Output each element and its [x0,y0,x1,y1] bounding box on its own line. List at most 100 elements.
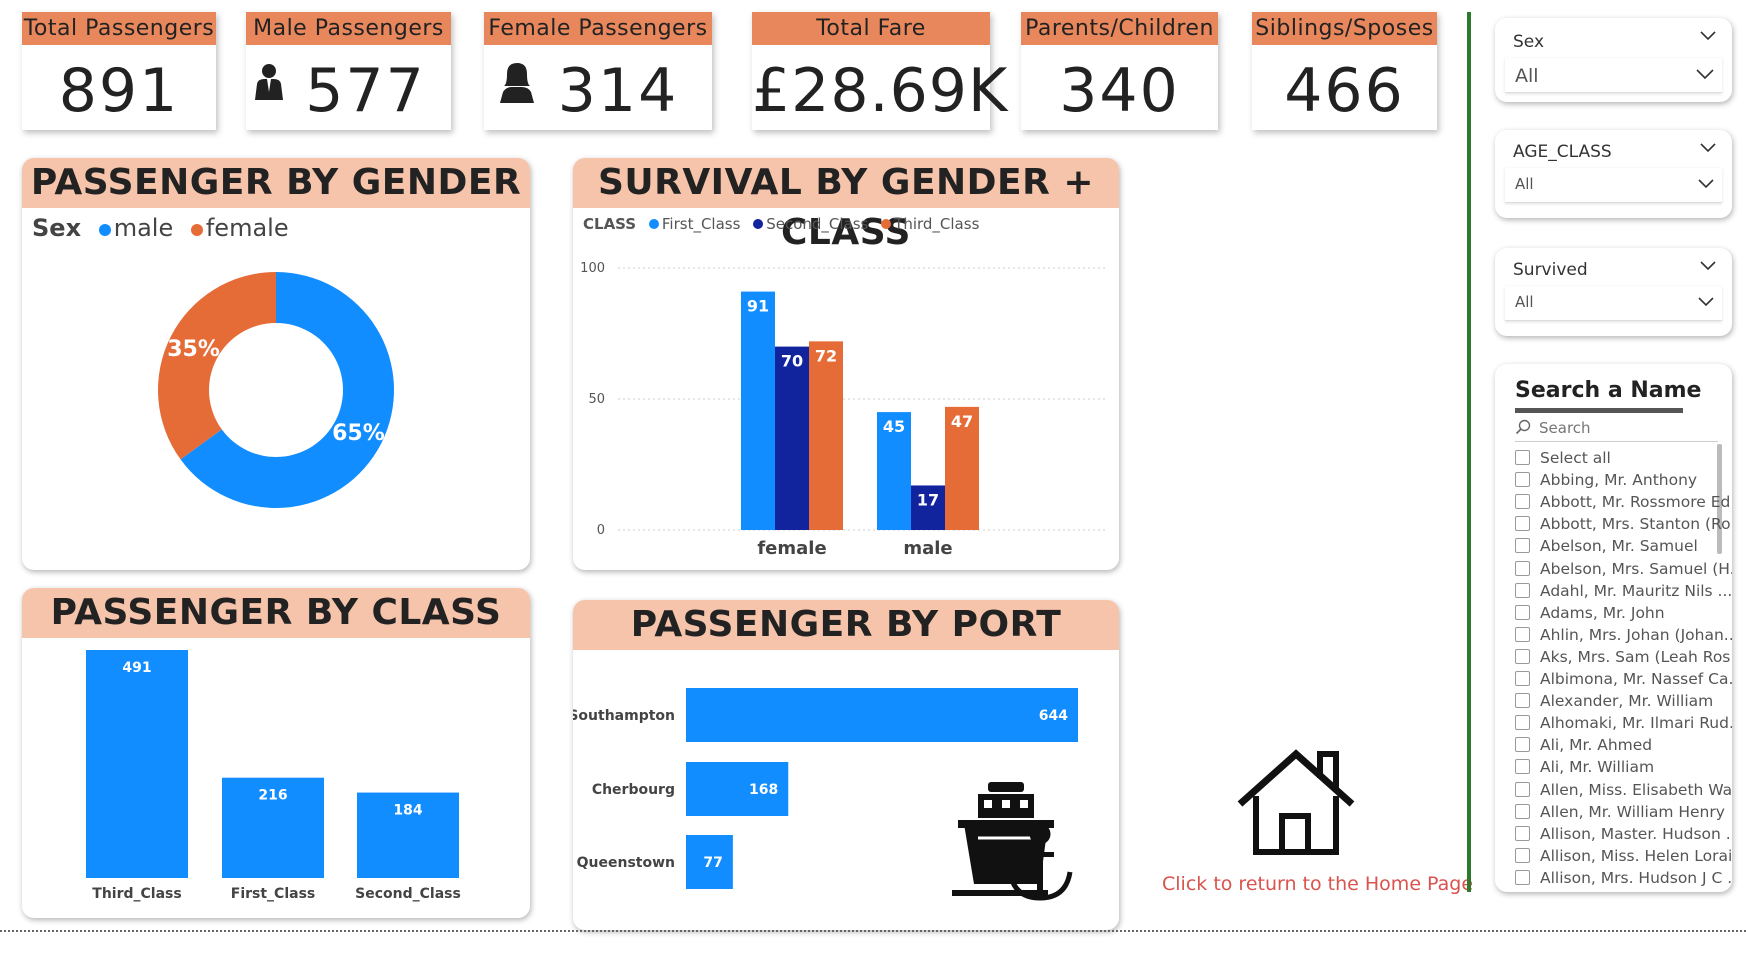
list-item-label: Ali, Mr. William [1540,758,1655,777]
checkbox[interactable] [1515,648,1530,664]
list-item[interactable]: Allen, Miss. Elisabeth Wal... [1515,781,1732,799]
list-item-label: Allison, Mrs. Hudson J C ... [1540,868,1732,887]
checkbox[interactable] [1515,604,1530,620]
list-item-label: Allen, Miss. Elisabeth Wal... [1540,780,1732,799]
list-item[interactable]: Allison, Miss. Helen Lorai... [1515,847,1732,865]
list-item-label: Adams, Mr. John [1540,603,1665,622]
legend-dot-female [190,224,203,236]
slicer-dropdown[interactable]: All [1505,168,1722,203]
list-item[interactable]: Abelson, Mrs. Samuel (H... [1515,560,1732,578]
checkbox[interactable] [1515,516,1530,532]
kpi-value: 340 [1059,56,1180,126]
checkbox[interactable] [1515,737,1530,753]
checkbox[interactable] [1515,781,1530,797]
checkbox[interactable] [1515,494,1530,510]
panel-title: PASSENGER BY PORT [573,600,1119,650]
list-item[interactable]: Alexander, Mr. William [1515,692,1713,710]
chevron-down-icon[interactable] [1698,179,1714,189]
checkbox[interactable] [1515,450,1530,465]
bar-male-Second_Class [911,485,945,530]
checkbox[interactable] [1515,869,1530,885]
bar-label: 47 [951,412,973,431]
list-item[interactable]: Allison, Master. Hudson ... [1515,825,1732,843]
panel-title: PASSENGER BY GENDER [22,158,530,208]
chevron-down-icon[interactable] [1698,297,1714,307]
search-input[interactable] [1537,416,1711,440]
list-item[interactable]: Aks, Mrs. Sam (Leah Ros... [1515,648,1732,666]
slicer-age-class[interactable]: AGE_CLASS All [1495,130,1732,218]
kpi-total-fare: Total Fare £28.69K [752,12,1009,130]
checkbox[interactable] [1515,472,1530,488]
donut-label-female: 35% [167,337,220,362]
y-tick-label: 0 [597,523,605,538]
gender-panel: PASSENGER BY GENDER Sex male female 65% 3… [22,158,530,570]
legend-female: female [205,214,289,242]
kpi-value: £28.69K [752,56,1009,126]
bar-label: 91 [747,297,769,316]
checkbox[interactable] [1515,626,1530,642]
kpi-label: Female Passengers [484,12,712,45]
checkbox[interactable] [1515,560,1530,576]
checkbox[interactable] [1515,582,1530,598]
slicer-dropdown[interactable]: All [1505,58,1722,93]
checkbox[interactable] [1515,715,1530,731]
list-item-label: Abbing, Mr. Anthony [1540,471,1698,490]
list-item[interactable]: Ahlin, Mrs. Johan (Johan... [1515,626,1732,644]
bar-label: 216 [258,788,287,804]
checkbox[interactable] [1515,693,1530,709]
bar-Queenstown [686,835,733,889]
list-item-label: Alexander, Mr. William [1540,692,1714,711]
list-item-label: Abbott, Mrs. Stanton (Ro... [1540,515,1732,534]
bar-label: 184 [393,803,422,819]
slicer-survived[interactable]: Survived All [1495,248,1732,336]
survival-panel: SURVIVAL BY GENDER + CLASS CLASS First_C… [573,158,1119,570]
kpi-female-passengers: Female Passengers 314 [484,12,712,130]
house-icon[interactable] [1236,748,1356,858]
checkbox[interactable] [1515,847,1530,863]
list-item[interactable]: Abelson, Mr. Samuel [1515,537,1698,555]
bar-label: 70 [781,352,803,371]
checkbox[interactable] [1515,825,1530,841]
home-link[interactable]: Click to return to the Home Page [1162,873,1474,895]
slicer-dropdown[interactable]: All [1505,286,1722,321]
checkbox[interactable] [1515,671,1530,686]
legend-male: male [113,214,174,242]
bar-label: 45 [883,417,905,436]
list-item[interactable]: Adams, Mr. John [1515,604,1665,622]
list-item[interactable]: Alhomaki, Mr. Ilmari Rud... [1515,714,1732,732]
list-item[interactable]: Abbott, Mr. Rossmore Ed... [1515,493,1732,511]
list-item[interactable]: Allison, Mrs. Hudson J C ... [1515,869,1732,887]
chevron-down-icon[interactable] [1696,69,1714,80]
list-item[interactable]: Albimona, Mr. Nassef Ca... [1515,670,1732,688]
select-all-option[interactable]: Select all [1515,449,1611,467]
chevron-down-icon[interactable] [1700,143,1716,153]
list-item[interactable]: Abbott, Mrs. Stanton (Ro... [1515,515,1732,533]
list-item[interactable]: Allen, Mr. William Henry [1515,803,1725,821]
kpi-label: Siblings/Sposes [1252,12,1437,45]
slicer-sex[interactable]: Sex All [1495,18,1732,102]
slicer-title: Survived [1513,260,1588,280]
list-item[interactable]: Ali, Mr. William [1515,758,1654,776]
list-item-label: Allen, Mr. William Henry [1540,802,1725,821]
list-item[interactable]: Adahl, Mr. Mauritz Nils ... [1515,582,1732,600]
kpi-value: 314 [557,56,679,126]
name-search-slicer[interactable]: Search a Name Select all Abbing, Mr. Anth… [1495,364,1732,892]
bar-label: 491 [122,660,151,676]
list-item[interactable]: Abbing, Mr. Anthony [1515,471,1697,489]
checkbox[interactable] [1515,538,1530,554]
checkbox[interactable] [1515,803,1530,819]
list-scrollbar[interactable] [1717,444,1722,554]
port-panel: PASSENGER BY PORT 644 Southampton 168 Cherb… [573,600,1119,930]
checkbox[interactable] [1515,759,1530,775]
bar-female-First_Class [741,291,775,530]
legend-dot-second [753,219,764,229]
chevron-down-icon[interactable] [1700,261,1716,271]
list-item[interactable]: Ali, Mr. Ahmed [1515,736,1652,754]
list-item-label: Ahlin, Mrs. Johan (Johan... [1540,625,1732,644]
chevron-down-icon[interactable] [1700,31,1716,41]
slicer-value: All [1515,65,1539,87]
kpi-label: Male Passengers [246,12,451,45]
slicer-value: All [1515,175,1534,193]
x-tick-label: Third_Class [92,886,181,902]
title-underline [1515,408,1683,413]
